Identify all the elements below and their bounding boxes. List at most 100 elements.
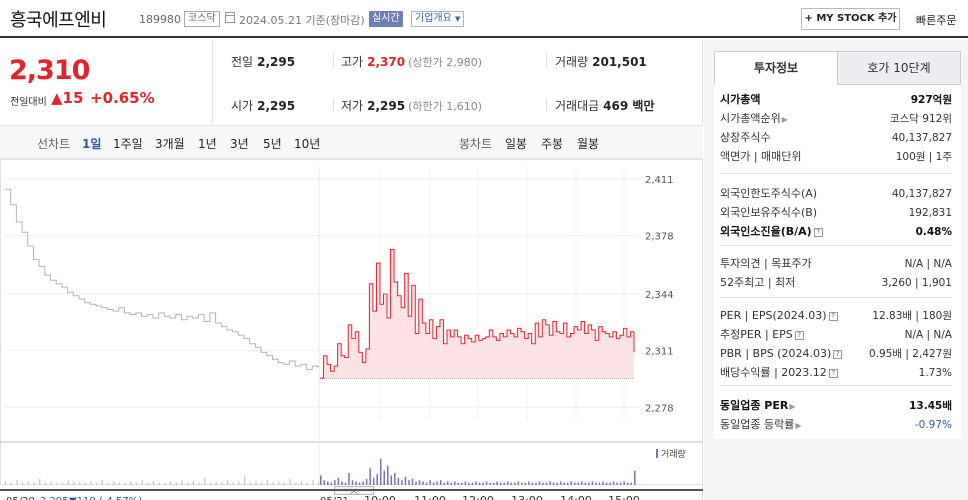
info-label: PER | EPS(2024.03)? [720,307,838,325]
volume-bar [574,482,576,485]
quote-volume-value: 201,501 [592,55,647,69]
volume-bar [351,480,354,485]
help-icon[interactable]: ? [828,312,838,321]
tab-monthly-candle[interactable]: 월봉 [577,137,600,151]
volume-bar [113,481,115,485]
volume-bar [16,480,18,485]
volume-bar [369,468,371,485]
change-percent: +0.65% [90,89,155,107]
volume-bar [39,479,41,485]
x-tick-label: 14:00 [560,494,592,500]
quote-low-label: 저가 [341,99,364,113]
volume-bar [559,481,562,485]
info-value: 40,137,827 [891,188,952,200]
volume-bar [330,482,333,485]
tab-1week[interactable]: 1주일 [113,137,143,151]
info-row[interactable]: 동일업종 PER▶ 13.45배 [720,397,952,415]
tab-5year[interactable]: 5년 [263,137,282,151]
volume-bar [96,482,98,485]
volume-bar [634,470,636,485]
change-label: 전일대비 [10,97,47,108]
volume-bar [422,481,424,485]
volume-bar [334,480,336,485]
info-label: 시가총액순위▶ [720,110,788,129]
volume-bar [478,482,481,485]
volume-bar [152,481,155,485]
volume-bar [170,481,172,485]
volume-bar [238,481,240,485]
volume-bar [318,482,320,485]
calendar-icon [225,12,235,23]
info-value: 12.83배 | 180원 [872,310,952,322]
volume-bar [78,482,81,485]
volume-bar [605,482,608,485]
tab-10year[interactable]: 10년 [294,137,321,151]
tab-1day[interactable]: 1일 [82,137,102,151]
volume-bar [312,480,314,485]
tab-hoga-10[interactable]: 호가 10단계 [837,51,961,85]
volume-bar [365,479,368,485]
volume-bar [358,482,361,485]
tab-3year[interactable]: 3년 [230,137,249,151]
volume-bar [447,481,449,485]
tab-daily-candle[interactable]: 일봉 [505,137,528,151]
quick-order-link[interactable]: 빠른주문 [916,14,957,27]
divider [333,54,334,68]
section-divider [720,173,952,174]
volume-bar [612,481,615,485]
volume-bar [535,482,537,485]
help-icon[interactable]: ? [828,369,838,378]
volume-bar [503,482,505,485]
volume-legend-swatch [656,449,658,458]
info-row: 상장주식수 40,137,827 [720,129,952,147]
intraday-chart[interactable]: 2,411 2,378 2,344 2,311 2,278 10:00 11:00 12:00… [0,159,703,500]
volume-bar [471,482,474,485]
y-tick-label: 2,344 [645,290,674,301]
chart-frame [0,159,703,485]
volume-bar [397,477,400,485]
info-row[interactable]: 동일업종 등락률▶ -0.97% [720,416,952,434]
help-icon[interactable]: ? [794,331,804,340]
info-label: 외국인한도주식수(A) [720,185,817,203]
y-tick-label: 2,378 [645,232,674,243]
x-tick-label: 10:00 [364,494,396,500]
volume-bar [454,481,456,485]
info-row[interactable]: 시가총액순위▶ 코스닥 912위 [720,110,952,128]
info-label: 액면가 | 매매단위 [720,148,802,166]
info-row: 투자의견 | 목표주가 N/A | N/A [720,255,952,273]
lower-limit: (하한가 1,610) [408,100,482,113]
today-price-area [320,249,634,379]
info-label-text: 동일업종 등락률 [720,418,795,431]
stock-header: 흥국에프엔비 189980 코스닥 2024.05.21 기준(장마감) 실시간… [0,0,968,38]
volume-bar [372,477,375,485]
divider [546,54,547,68]
add-mystock-button[interactable]: + MY STOCK 추가 [801,8,900,30]
volume-bar [538,481,541,485]
company-overview-button[interactable]: 기업개요 ▼ [411,11,465,27]
volume-bar [566,482,569,485]
volume-bar [506,481,509,485]
tab-weekly-candle[interactable]: 주봉 [541,137,564,151]
volume-bar [521,482,523,485]
info-value: 100원 | 1주 [895,151,952,163]
info-label-text: PBR | BPS (2024.03) [720,347,832,360]
help-icon[interactable]: ? [833,350,843,359]
tab-1year[interactable]: 1년 [198,137,217,151]
info-label-text: 동일업종 PER [720,399,789,412]
volume-bar [295,482,297,485]
volume-bar [626,482,629,485]
volume-bar [475,481,477,485]
stock-code: 189980 [139,13,181,26]
realtime-button[interactable]: 실시간 [369,11,403,27]
tab-3month[interactable]: 3개월 [155,137,185,151]
tab-invest-info[interactable]: 투자정보 [714,51,838,85]
help-icon[interactable]: ? [813,228,823,237]
volume-bar [344,482,347,485]
volume-bar [387,465,389,485]
prev-day-price: 2,295 [40,496,69,500]
price-summary: 2,310 전일대비 ▲15 +0.65% [0,40,213,125]
quote-open: 시가 2,295 [231,97,295,114]
volume-bar [584,482,587,485]
volume-bar [418,480,421,485]
info-row: 액면가 | 매매단위 100원 | 1주 [720,148,952,166]
